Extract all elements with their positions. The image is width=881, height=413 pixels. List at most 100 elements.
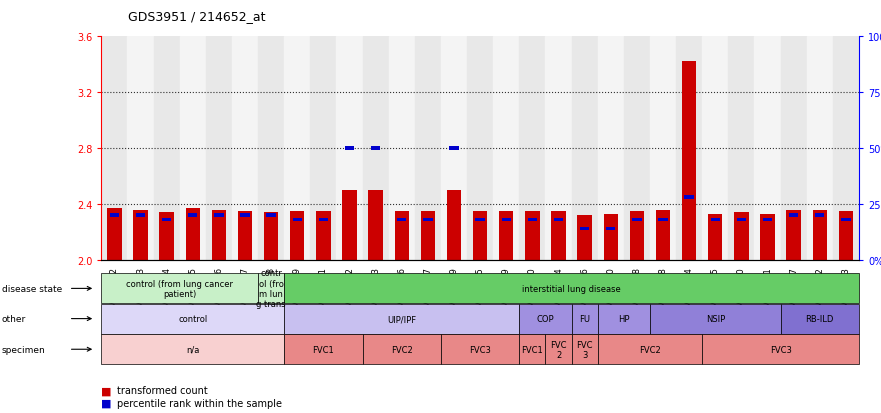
Text: other: other (2, 314, 26, 323)
Bar (554, 218, 563, 222)
Text: UIP/IPF: UIP/IPF (388, 314, 417, 323)
Text: COP: COP (537, 314, 554, 323)
Text: transformed count: transformed count (117, 385, 208, 395)
Bar (597, 37, 624, 260)
Bar (789, 214, 798, 217)
Text: FVC2: FVC2 (639, 345, 661, 354)
Bar (238, 211, 252, 260)
Text: disease state: disease state (2, 284, 62, 293)
Bar (180, 37, 206, 260)
Bar (499, 211, 514, 260)
Bar (363, 37, 389, 260)
Bar (476, 218, 485, 222)
Bar (577, 216, 592, 260)
Bar (519, 37, 545, 260)
Bar (162, 218, 171, 222)
Text: RB-ILD: RB-ILD (805, 314, 834, 323)
Bar (371, 147, 381, 150)
Bar (812, 210, 827, 260)
Bar (525, 211, 539, 260)
Bar (214, 214, 224, 217)
Bar (807, 37, 833, 260)
Bar (441, 37, 467, 260)
Bar (580, 227, 589, 231)
Bar (107, 209, 122, 260)
Text: specimen: specimen (2, 345, 46, 354)
Bar (344, 147, 354, 150)
Bar (781, 37, 807, 260)
Text: interstitial lung disease: interstitial lung disease (522, 284, 621, 293)
Bar (603, 214, 618, 260)
Bar (633, 218, 641, 222)
Bar (447, 190, 462, 260)
Text: control: control (178, 314, 207, 323)
Bar (658, 218, 668, 222)
Bar (264, 213, 278, 260)
Bar (676, 37, 702, 260)
Bar (734, 213, 749, 260)
Text: ■: ■ (101, 398, 112, 408)
Bar (711, 218, 720, 222)
Bar (136, 214, 145, 217)
Bar (133, 210, 148, 260)
Bar (319, 218, 328, 222)
Bar (682, 62, 696, 260)
Text: contr
ol (fro
m lun
g trans: contr ol (fro m lun g trans (256, 268, 286, 309)
Bar (839, 211, 853, 260)
Bar (841, 218, 850, 222)
Bar (787, 210, 801, 260)
Bar (343, 190, 357, 260)
Bar (545, 37, 572, 260)
Text: FVC
2: FVC 2 (551, 340, 566, 359)
Bar (833, 37, 859, 260)
Bar (606, 227, 616, 231)
Bar (754, 37, 781, 260)
Bar (702, 37, 729, 260)
Text: GDS3951 / 214652_at: GDS3951 / 214652_at (128, 10, 265, 23)
Text: NSIP: NSIP (706, 314, 725, 323)
Text: ■: ■ (101, 385, 112, 395)
Text: FVC1: FVC1 (522, 345, 544, 354)
Bar (292, 218, 302, 222)
Bar (815, 214, 825, 217)
Bar (395, 211, 409, 260)
Bar (159, 213, 174, 260)
Bar (258, 37, 285, 260)
Text: n/a: n/a (186, 345, 199, 354)
Bar (368, 190, 383, 260)
Bar (467, 37, 493, 260)
Bar (552, 211, 566, 260)
Text: FVC3: FVC3 (470, 345, 491, 354)
Bar (310, 37, 337, 260)
Bar (266, 214, 276, 217)
Bar (101, 37, 128, 260)
Text: FVC
3: FVC 3 (576, 340, 593, 359)
Bar (655, 210, 670, 260)
Bar (685, 196, 694, 199)
Bar (153, 37, 180, 260)
Bar (650, 37, 676, 260)
Bar (211, 210, 226, 260)
Bar (285, 37, 310, 260)
Bar (423, 218, 433, 222)
Text: control (from lung cancer
patient): control (from lung cancer patient) (126, 279, 233, 298)
Bar (206, 37, 232, 260)
Bar (110, 214, 119, 217)
Bar (449, 147, 459, 150)
Bar (337, 37, 363, 260)
Text: FVC2: FVC2 (391, 345, 412, 354)
Bar (572, 37, 597, 260)
Text: FVC1: FVC1 (313, 345, 334, 354)
Bar (128, 37, 153, 260)
Bar (624, 37, 650, 260)
Bar (188, 214, 197, 217)
Bar (241, 214, 249, 217)
Bar (473, 211, 487, 260)
Bar (493, 37, 519, 260)
Text: FU: FU (579, 314, 590, 323)
Bar (737, 218, 746, 222)
Text: FVC3: FVC3 (770, 345, 791, 354)
Bar (729, 37, 754, 260)
Bar (760, 214, 774, 260)
Bar (232, 37, 258, 260)
